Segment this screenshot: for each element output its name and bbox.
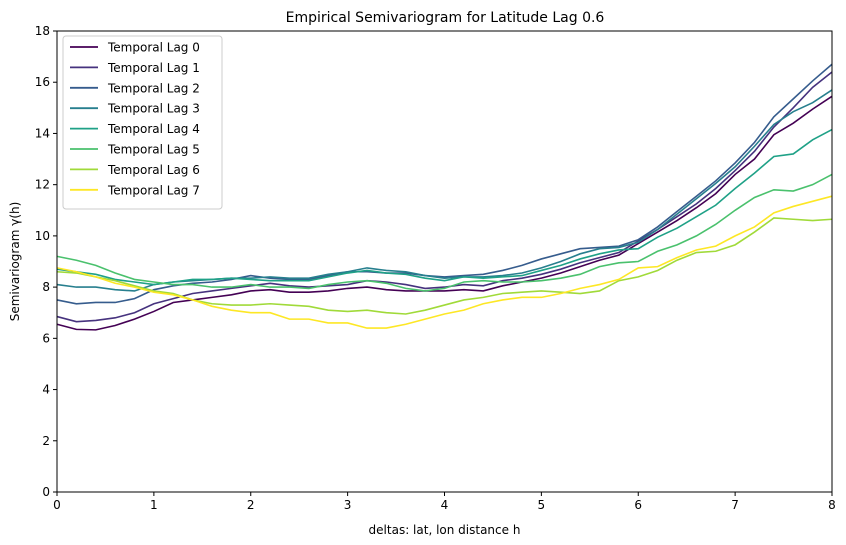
x-tick-label-8: 8 (828, 498, 836, 512)
legend-items: Temporal Lag 0 Temporal Lag 1 Temporal Lag… (70, 41, 200, 197)
y-tick-label-0: 0 (42, 485, 50, 499)
x-tick-label-7: 7 (731, 498, 739, 512)
series-line-3 (56, 89, 833, 292)
series-layer (56, 63, 833, 331)
x-tick-label-0: 0 (53, 498, 61, 512)
y-tick-label-1: 2 (42, 434, 50, 448)
series-line-4 (56, 128, 833, 286)
legend-label-3: Temporal Lag 3 (107, 102, 200, 116)
y-tick-label-3: 6 (42, 331, 50, 345)
legend-label-4: Temporal Lag 4 (107, 122, 200, 136)
y-tick-label-4: 8 (42, 280, 50, 294)
series-line-0 (56, 95, 833, 331)
y-tick-label-9: 18 (35, 24, 50, 38)
legend-box (62, 35, 223, 210)
y-axis-label: Semivariogram γ(h) (8, 202, 22, 322)
series-line-7 (56, 195, 833, 329)
x-tick-label-1: 1 (150, 498, 158, 512)
x-tick-label-3: 3 (344, 498, 352, 512)
plot-frame (56, 30, 833, 493)
legend-label-6: Temporal Lag 6 (107, 163, 200, 177)
y-tick-label-7: 14 (35, 126, 50, 140)
x-tick-label-6: 6 (634, 498, 642, 512)
x-tick-label-2: 2 (247, 498, 255, 512)
chart-title: Empirical Semivariogram for Latitude Lag… (286, 10, 605, 26)
series-line-5 (56, 173, 833, 292)
legend-label-0: Temporal Lag 0 (107, 41, 200, 55)
series-line-1 (56, 71, 833, 323)
legend: Temporal Lag 0 Temporal Lag 1 Temporal Lag… (62, 35, 223, 210)
y-tick-label-2: 4 (42, 383, 50, 397)
x-tick-label-4: 4 (441, 498, 449, 512)
y-tick-label-8: 16 (35, 75, 50, 89)
legend-label-2: Temporal Lag 2 (107, 81, 200, 95)
y-tick-label-5: 10 (35, 229, 50, 243)
legend-label-5: Temporal Lag 5 (107, 143, 200, 157)
y-tick-label-6: 12 (35, 178, 50, 192)
x-tick-label-5: 5 (538, 498, 546, 512)
legend-label-7: Temporal Lag 7 (107, 183, 200, 197)
legend-label-1: Temporal Lag 1 (107, 61, 200, 75)
x-axis-label: deltas: lat, lon distance h (369, 523, 521, 537)
